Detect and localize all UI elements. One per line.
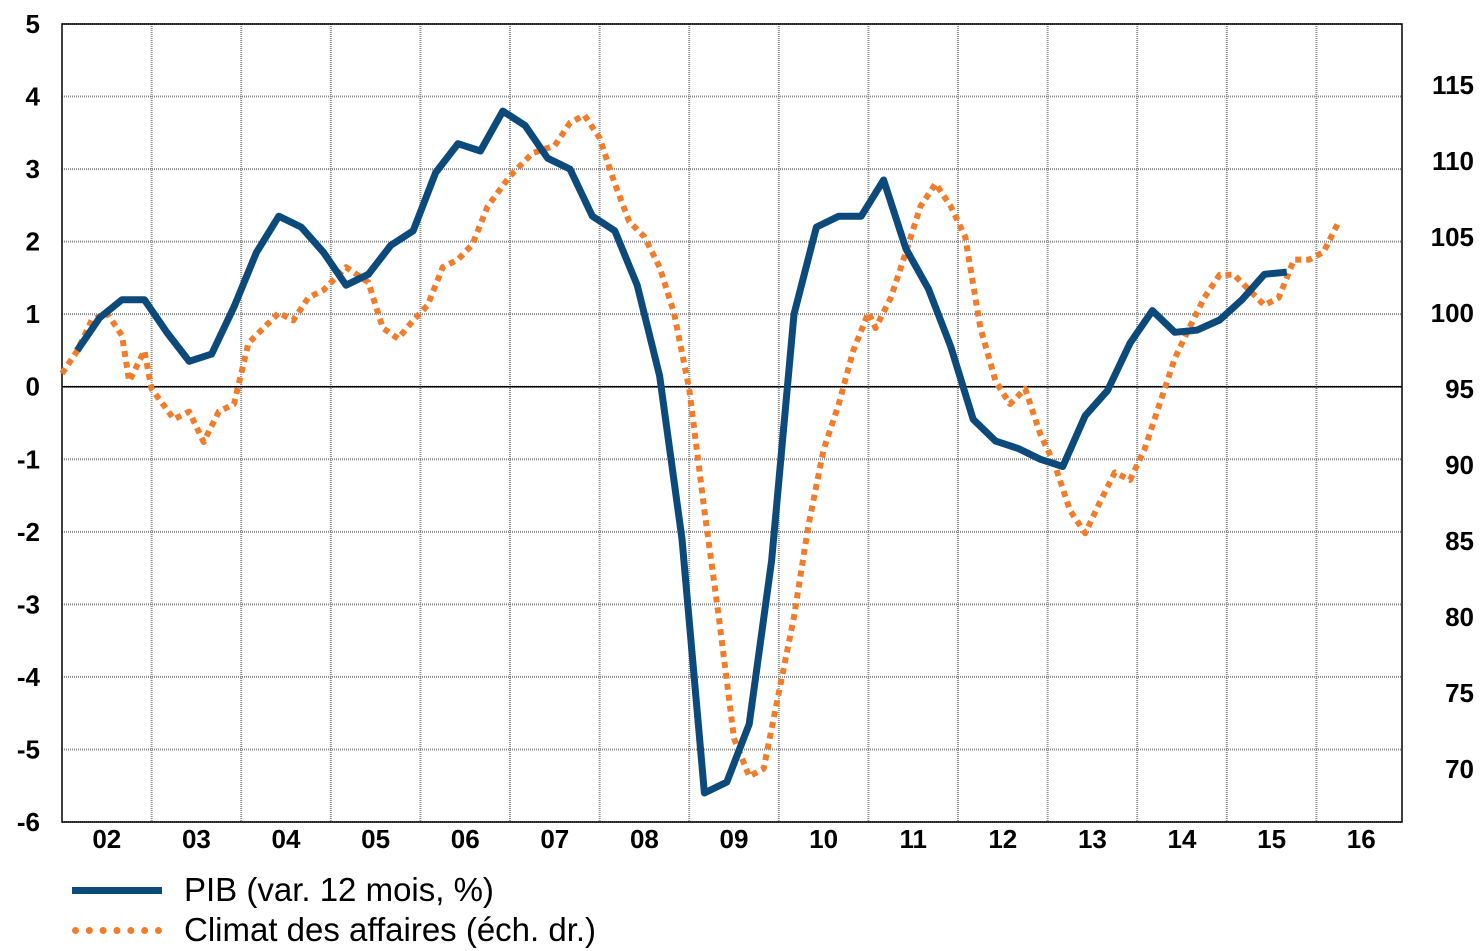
legend-swatch-climat <box>72 926 162 934</box>
left-tick-label: 3 <box>26 154 40 184</box>
right-tick-label: 85 <box>1445 526 1474 556</box>
plot-area-border <box>61 23 1403 823</box>
legend: PIB (var. 12 mois, %) Climat des affaire… <box>72 870 596 950</box>
right-tick-label: 75 <box>1445 678 1474 708</box>
right-tick-label: 70 <box>1445 754 1474 784</box>
right-tick-label: 90 <box>1445 450 1474 480</box>
x-tick-label: 05 <box>361 824 390 854</box>
legend-label-pib: PIB (var. 12 mois, %) <box>184 871 494 908</box>
right-tick-label: 115 <box>1432 70 1474 100</box>
left-tick-label: 2 <box>26 227 40 257</box>
x-tick-label: 08 <box>630 824 659 854</box>
left-tick-label: 5 <box>26 9 40 39</box>
right-tick-label: 105 <box>1431 222 1474 252</box>
left-tick-label: -1 <box>17 444 40 474</box>
left-tick-label: 0 <box>26 372 40 402</box>
x-tick-label: 10 <box>809 824 838 854</box>
left-tick-label: -5 <box>17 734 40 764</box>
series <box>59 107 1342 797</box>
x-tick-label: 11 <box>899 824 927 854</box>
x-tick-label: 04 <box>272 824 301 854</box>
x-tick-label: 07 <box>540 824 569 854</box>
x-tick-label: 03 <box>182 824 211 854</box>
x-tick-label: 09 <box>720 824 749 854</box>
left-tick-label: -2 <box>17 517 40 547</box>
legend-label-climat: Climat des affaires (éch. dr.) <box>184 911 597 948</box>
series-line-climat <box>59 112 1342 780</box>
left-tick-label: -6 <box>17 807 40 837</box>
legend-item-pib: PIB (var. 12 mois, %) <box>72 870 596 910</box>
left-tick-label: -3 <box>17 589 40 619</box>
x-tick-label: 14 <box>1168 824 1197 854</box>
series-line-pib <box>74 107 1288 797</box>
x-tick-label: 02 <box>92 824 121 854</box>
x-tick-label: 13 <box>1078 824 1107 854</box>
legend-item-climat: Climat des affaires (éch. dr.) <box>72 910 596 950</box>
x-tick-label: 06 <box>451 824 480 854</box>
right-tick-label: 100 <box>1431 298 1474 328</box>
left-tick-label: 1 <box>26 299 40 329</box>
right-axis-ticks: 115 110 105 100 95 90 85 80 75 70 <box>1431 70 1474 784</box>
x-axis-ticks: 02 03 04 05 06 07 08 09 10 11 12 13 14 15 16 <box>92 824 1375 854</box>
legend-swatch-pib <box>72 886 162 894</box>
grid <box>62 23 1402 823</box>
left-axis-ticks: 5 4 3 2 1 0 -1 -2 -3 -4 -5 -6 <box>17 9 41 837</box>
x-tick-label: 15 <box>1257 824 1286 854</box>
right-tick-label: 80 <box>1445 602 1474 632</box>
x-tick-label: 16 <box>1347 824 1376 854</box>
right-tick-label: 110 <box>1432 146 1474 176</box>
left-tick-label: -4 <box>17 662 41 692</box>
right-tick-label: 95 <box>1445 374 1474 404</box>
left-tick-label: 4 <box>26 82 41 112</box>
x-tick-label: 12 <box>988 824 1017 854</box>
